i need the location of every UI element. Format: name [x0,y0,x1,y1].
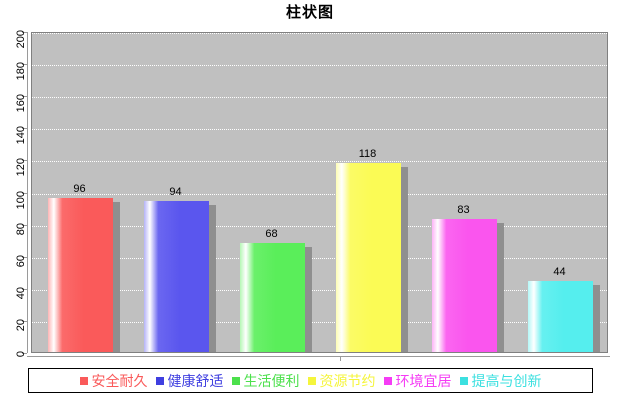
bar-shadow [401,167,408,352]
y-axis-tick [22,353,27,354]
bar-value-label: 96 [73,182,86,195]
legend-item[interactable]: 环境宜居 [383,372,452,389]
legend-item[interactable]: 安全耐久 [79,372,148,389]
bar[interactable] [528,281,600,352]
gridline [32,33,607,34]
y-axis-tick [22,128,27,129]
legend-item[interactable]: 提高与创新 [459,372,542,389]
y-axis-tick [22,32,27,33]
plot-area [31,32,608,353]
bar[interactable] [48,198,120,352]
gridline [32,65,607,66]
y-axis-tick [22,193,27,194]
y-axis-line [27,32,28,353]
bar-shadow [305,247,312,352]
legend-item[interactable]: 资源节约 [307,372,376,389]
legend-swatch-icon [383,376,392,385]
bar-fill [432,219,497,352]
gridline [32,129,607,130]
legend-label: 环境宜居 [395,372,452,389]
bar-fill [528,281,593,352]
y-axis-tick [22,289,27,290]
legend-swatch-icon [459,376,468,385]
chart-title: 柱状图 [285,4,334,21]
bar-fill [336,163,401,352]
bar-fill [240,243,305,352]
legend-label: 健康舒适 [167,372,224,389]
gridline [32,97,607,98]
gridline [32,226,607,227]
bar[interactable] [432,219,504,352]
gridline [32,161,607,162]
bar[interactable] [336,163,408,352]
bar-shadow [113,202,120,352]
y-axis-tick [22,321,27,322]
y-axis-tick [22,257,27,258]
legend-swatch-icon [155,376,164,385]
y-axis-tick [22,64,27,65]
legend-swatch-icon [79,376,88,385]
bar-value-label: 83 [457,203,470,216]
legend-item[interactable]: 生活便利 [231,372,300,389]
gridline [32,194,607,195]
bar[interactable] [240,243,312,352]
bar-value-label: 68 [265,227,278,240]
legend-item[interactable]: 健康舒适 [155,372,224,389]
bar-value-label: 94 [169,186,182,199]
bar-fill [48,198,113,352]
gridline [32,290,607,291]
gridline [32,258,607,259]
bar-value-label: 118 [358,147,377,160]
gridline [32,322,607,323]
bar-value-label: 44 [553,266,566,279]
x-axis-line [27,356,610,357]
bar[interactable] [144,201,216,352]
y-axis-tick [22,96,27,97]
bar-fill [144,201,209,352]
legend-label: 提高与创新 [471,372,542,389]
chart-legend: 安全耐久 健康舒适 生活便利 资源节约 环境宜居 提高与创新 [28,368,593,393]
y-axis-label: 200 [15,30,27,49]
y-axis-tick [22,160,27,161]
legend-label: 安全耐久 [91,372,148,389]
legend-swatch-icon [307,376,316,385]
legend-label: 生活便利 [243,372,300,389]
bar-shadow [209,205,216,352]
y-axis-tick [22,225,27,226]
x-axis-tick [340,356,341,361]
legend-swatch-icon [231,376,240,385]
bar-shadow [497,223,504,352]
legend-label: 资源节约 [319,372,376,389]
bar-shadow [593,285,600,352]
